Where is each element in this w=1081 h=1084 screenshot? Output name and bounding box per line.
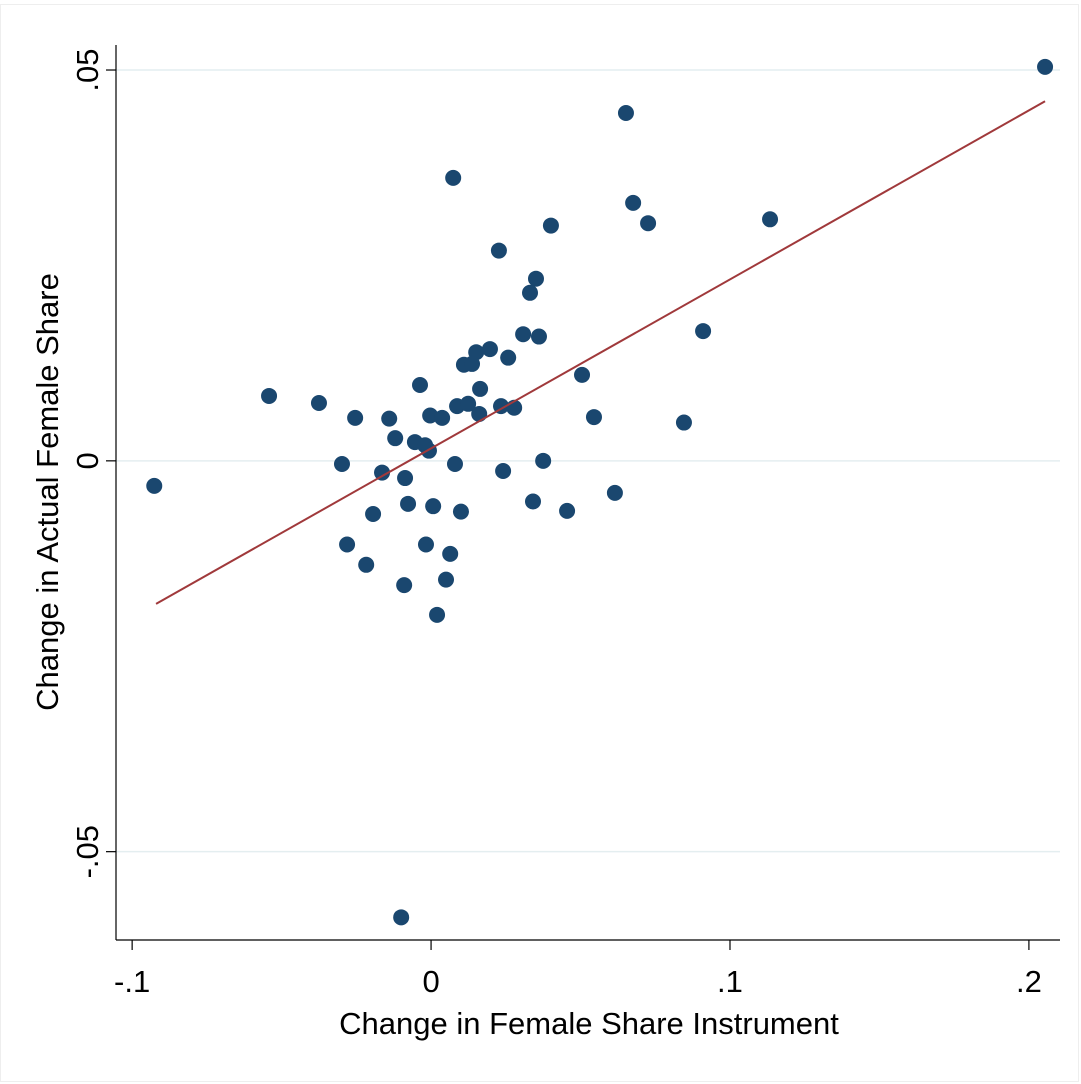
data-point	[400, 495, 417, 512]
data-point	[452, 503, 469, 520]
data-point	[374, 464, 391, 481]
data-point	[429, 606, 446, 623]
data-point	[625, 194, 642, 211]
data-point	[396, 577, 413, 594]
data-point	[481, 341, 498, 358]
data-point	[762, 211, 779, 228]
data-point	[442, 545, 459, 562]
data-point	[365, 505, 382, 522]
data-point	[535, 452, 552, 469]
data-point	[640, 215, 657, 232]
data-point	[310, 395, 327, 411]
data-point	[464, 355, 481, 372]
data-point	[261, 387, 278, 404]
data-point	[434, 409, 451, 426]
x-tick-label: .2	[1016, 964, 1042, 999]
data-point	[412, 377, 429, 394]
data-point	[393, 909, 410, 926]
data-point	[559, 502, 576, 519]
data-point	[422, 407, 439, 424]
data-point	[333, 455, 350, 472]
fit-line	[155, 100, 1046, 605]
data-point	[146, 477, 163, 494]
data-point	[495, 463, 512, 480]
x-tick-label: 0	[422, 964, 439, 999]
data-point	[490, 242, 507, 259]
data-point	[339, 536, 356, 553]
data-point	[460, 395, 477, 412]
data-point	[606, 484, 623, 501]
data-point	[542, 217, 559, 234]
x-axis-label: Change in Female Share Instrument	[339, 1006, 839, 1041]
data-point	[446, 455, 463, 472]
y-tick-label: -.05	[70, 825, 105, 878]
x-tick-label: .1	[717, 964, 743, 999]
data-point	[527, 270, 544, 287]
data-point	[445, 169, 462, 186]
data-point	[675, 414, 692, 431]
y-tick-label: 0	[70, 452, 105, 469]
data-point	[585, 409, 602, 426]
data-point	[695, 323, 712, 340]
data-point	[530, 328, 547, 345]
y-axis-label: Change in Actual Female Share	[30, 273, 65, 711]
chart-frame	[0, 4, 1079, 1082]
data-point	[515, 326, 532, 343]
data-point	[472, 380, 489, 397]
data-point	[417, 536, 434, 553]
data-point	[500, 349, 517, 366]
data-point	[381, 410, 398, 427]
x-tick-label: -.1	[114, 964, 150, 999]
data-point	[425, 498, 442, 515]
data-point	[1037, 58, 1054, 75]
data-point	[471, 405, 488, 422]
data-point	[522, 284, 539, 301]
data-point	[347, 409, 364, 426]
data-point	[524, 493, 541, 510]
data-point	[358, 556, 375, 573]
data-point	[438, 571, 455, 588]
y-tick-label: .05	[70, 48, 105, 91]
data-point	[574, 366, 591, 383]
data-point	[617, 105, 634, 122]
data-point	[387, 430, 404, 447]
data-point	[397, 470, 414, 487]
